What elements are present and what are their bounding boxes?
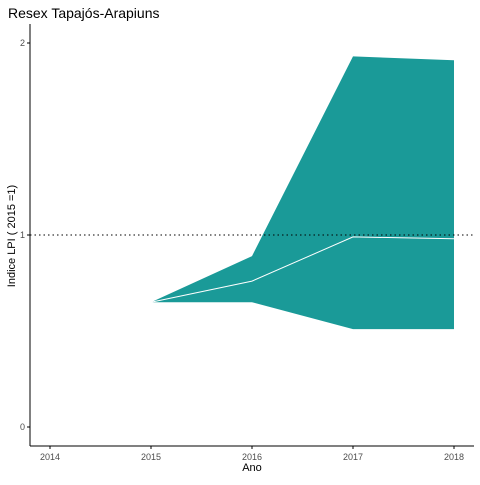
x-tick-label: 2014 [40,452,60,462]
y-tick-label: 1 [20,230,25,240]
x-tick-label: 2016 [242,452,262,462]
x-tick-label: 2015 [141,452,161,462]
chart-title: Resex Tapajós-Arapiuns [8,5,160,21]
y-tick-label: 0 [20,422,25,432]
x-axis-label: Ano [242,462,262,474]
x-tick-label: 2018 [444,452,464,462]
plot-area: 0 1 2 2014 2015 2016 2017 2018 [20,24,474,462]
y-axis-label: Indice LPI ( 2015 =1) [6,185,18,287]
index-line [150,236,455,303]
x-tick-label: 2017 [343,452,363,462]
confidence-band [151,56,454,330]
y-tick-label: 2 [20,38,25,48]
